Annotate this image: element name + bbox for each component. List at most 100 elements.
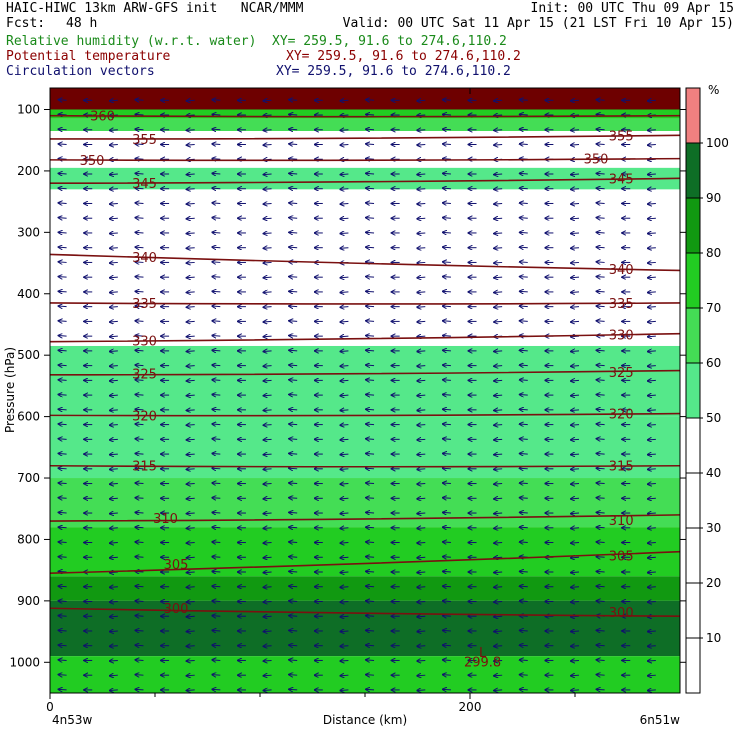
wind-vector <box>59 660 67 661</box>
wind-vector <box>59 218 67 219</box>
wind-vector <box>366 645 375 646</box>
wind-vector <box>110 484 118 485</box>
colorbar-segment <box>686 528 700 583</box>
wind-vector <box>597 453 605 454</box>
wind-vector <box>110 130 118 131</box>
wind-vector <box>135 277 144 278</box>
wind-vector <box>366 409 375 410</box>
wind-vector <box>135 483 144 484</box>
wind-vector <box>648 380 656 381</box>
colorbar-label: 10 <box>706 631 721 645</box>
wind-vector <box>340 115 349 116</box>
theta-label-315: 315 <box>609 460 634 475</box>
wind-vector <box>571 557 580 558</box>
wind-vector <box>648 351 656 352</box>
wind-vector <box>520 380 528 381</box>
wind-vector <box>520 188 528 189</box>
wind-vector <box>366 291 375 292</box>
wind-vector <box>110 690 118 691</box>
wind-vector <box>417 631 426 632</box>
wind-vector <box>443 306 451 307</box>
theta-label-325: 325 <box>132 368 157 383</box>
wind-vector <box>443 483 451 484</box>
wind-vector <box>135 365 144 366</box>
wind-vector <box>571 189 580 190</box>
wind-vector <box>443 277 451 278</box>
wind-vector <box>264 307 272 308</box>
wind-vector <box>59 306 67 307</box>
wind-vector <box>110 425 118 426</box>
wind-vector <box>110 469 118 470</box>
wind-vector <box>571 528 580 529</box>
wind-vector <box>648 145 656 146</box>
colorbar-label: 90 <box>706 191 721 205</box>
wind-vector <box>417 145 426 146</box>
wind-vector <box>571 484 580 485</box>
wind-vector <box>264 454 272 455</box>
wind-vector <box>520 468 528 469</box>
y-tick-label: 800 <box>17 532 40 546</box>
wind-vector <box>571 262 580 263</box>
wind-vector <box>520 173 528 174</box>
wind-vector <box>340 203 349 204</box>
wind-vector <box>648 675 656 676</box>
wind-vector <box>417 425 426 426</box>
wind-vector <box>135 380 144 381</box>
wind-vector <box>340 528 349 529</box>
wind-vector <box>289 232 298 233</box>
theta-label-340: 340 <box>132 251 157 266</box>
wind-vector <box>289 571 298 572</box>
wind-vector <box>187 484 195 485</box>
colorbar-frame <box>685 87 701 694</box>
wind-vector <box>59 232 67 233</box>
wind-vector <box>597 660 605 661</box>
wind-vector <box>135 321 144 322</box>
wind-vector <box>135 409 144 410</box>
wind-vector <box>366 232 375 233</box>
wind-vector <box>443 424 451 425</box>
wind-vector <box>417 130 426 131</box>
wind-vector <box>289 498 298 499</box>
wind-vector <box>289 542 298 543</box>
wind-vector <box>366 616 375 617</box>
wind-vector <box>366 557 375 558</box>
wind-vector <box>340 439 349 440</box>
wind-vector <box>289 188 298 189</box>
wind-vector <box>443 675 451 676</box>
wind-vector <box>443 144 451 145</box>
wind-vector <box>187 233 195 234</box>
wind-vector <box>110 174 118 175</box>
wind-vector <box>187 321 195 322</box>
wind-vector <box>366 439 375 440</box>
wind-vector <box>110 616 118 617</box>
theta-label-330: 330 <box>132 334 157 349</box>
colorbar-label: 30 <box>706 521 721 535</box>
wind-vector <box>110 543 118 544</box>
wind-vector <box>187 631 195 632</box>
wind-vector <box>187 646 195 647</box>
wind-vector <box>648 292 656 293</box>
wind-vector <box>443 439 451 440</box>
wind-vector <box>187 469 195 470</box>
wind-vector <box>212 232 221 233</box>
wind-vector <box>366 527 375 528</box>
wind-vector <box>417 395 426 396</box>
wind-vector <box>571 454 580 455</box>
wind-vector <box>571 631 580 632</box>
theta-contour-335 <box>50 302 680 305</box>
wind-vector <box>59 409 67 410</box>
wind-vector <box>366 498 375 499</box>
wind-vector <box>443 232 451 233</box>
wind-vector <box>59 336 67 337</box>
y-axis-label: Pressure (hPa) <box>3 347 17 433</box>
wind-vector <box>571 690 580 691</box>
wind-vector <box>443 247 451 248</box>
wind-vector <box>417 601 426 602</box>
theta-contour-330 <box>50 332 680 343</box>
wind-vector <box>571 395 580 396</box>
theta-label-325: 325 <box>609 366 634 381</box>
wind-vector <box>110 601 118 602</box>
wind-vector <box>59 262 67 263</box>
wind-vector <box>648 690 656 691</box>
wind-vector <box>264 498 272 499</box>
